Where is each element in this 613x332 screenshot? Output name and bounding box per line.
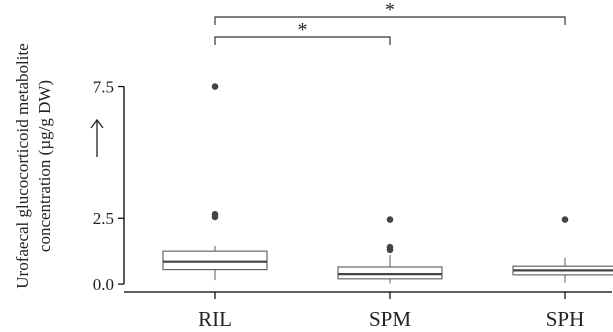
outlier-point — [386, 216, 394, 223]
x-tick-label-sph: SPH — [546, 307, 585, 331]
box-sph — [512, 216, 613, 283]
significance-bracket — [214, 36, 391, 45]
box-iqr — [162, 250, 268, 271]
y-axis-label-line1: Urofaecal glucocorticoid metabolite — [13, 43, 32, 288]
y-tick-label: 7.5 — [93, 78, 114, 97]
outlier-point — [211, 83, 219, 90]
outlier-point — [386, 243, 394, 251]
y-axis-label: Urofaecal glucocorticoid metabolite conc… — [13, 43, 54, 288]
y-tick-label: 2.5 — [93, 209, 114, 228]
significance-label: * — [385, 0, 395, 21]
significance-ril-sph: * — [214, 0, 566, 25]
box-ril — [162, 83, 268, 281]
y-axis-label-line2: concentration (µg/g DW) — [35, 80, 54, 252]
outlier-point — [211, 210, 219, 218]
axes: 0.0 2.5 7.5 RIL SPM SPH — [93, 78, 612, 331]
significance-brackets: ** — [214, 0, 566, 45]
box-iqr — [337, 266, 443, 280]
x-tick-label-spm: SPM — [369, 307, 411, 331]
significance-ril-spm: * — [214, 19, 391, 45]
boxes — [162, 83, 613, 284]
significance-bracket — [214, 16, 566, 25]
outlier-point — [561, 216, 569, 223]
box-spm — [337, 216, 443, 284]
significance-label: * — [298, 19, 308, 41]
y-tick-label: 0.0 — [93, 275, 114, 294]
x-tick-label-ril: RIL — [198, 307, 232, 331]
y-axis-arrow — [90, 118, 104, 157]
